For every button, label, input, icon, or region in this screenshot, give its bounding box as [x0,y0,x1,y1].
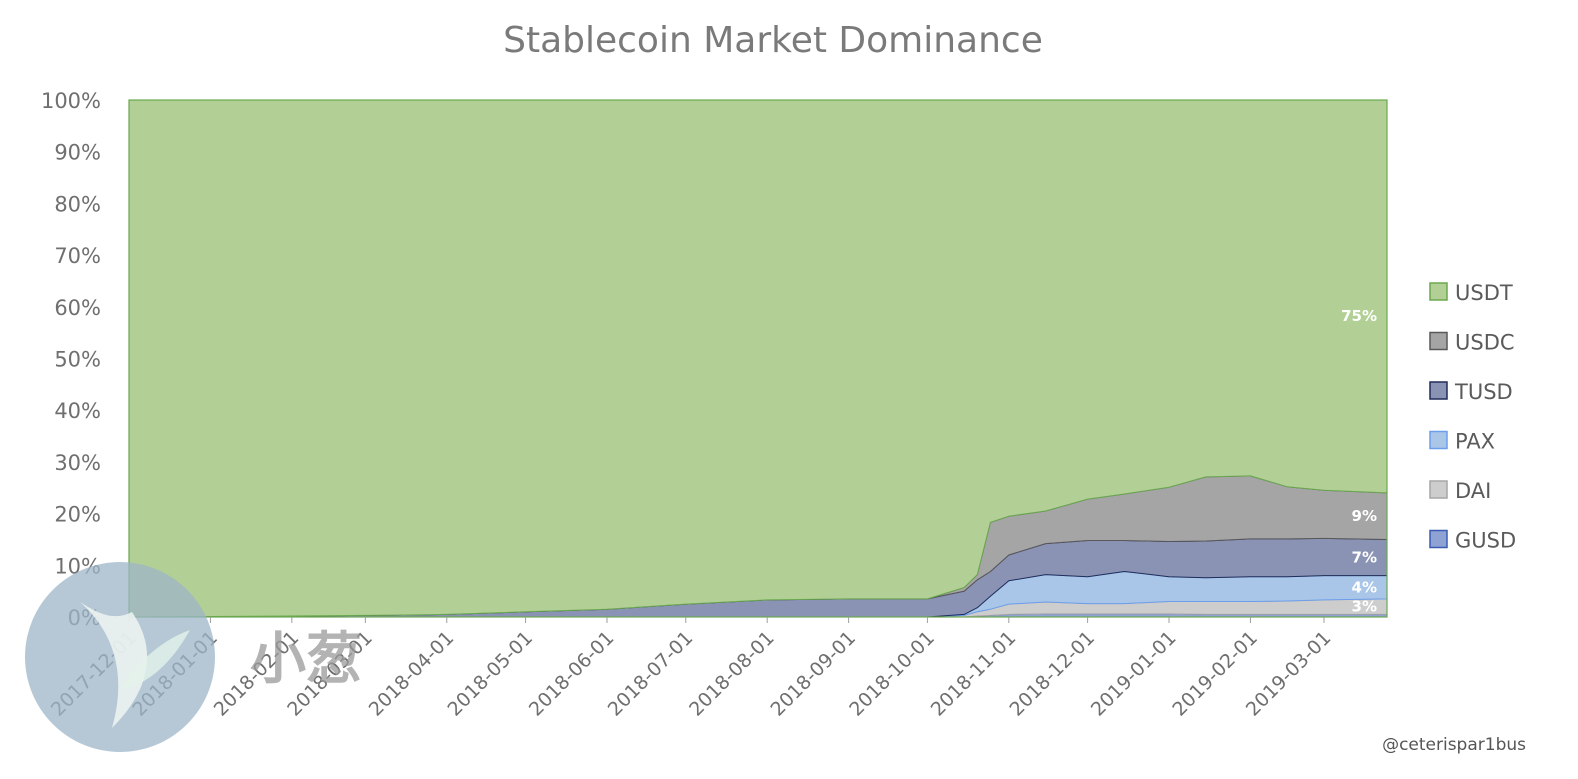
data-label-usdc: 9% [1352,507,1377,525]
y-tick-label: 50% [54,348,101,372]
data-label-usdt: 75% [1341,307,1377,325]
data-label-pax: 4% [1352,578,1377,596]
data-labels: 75% 9% 7% 4% 3% [1341,307,1377,616]
x-tick-label: 2018-08-01 [685,627,779,721]
legend-label-tusd: TUSD [1454,380,1513,404]
legend-label-gusd: GUSD [1455,529,1516,553]
y-tick-label: 60% [54,296,101,320]
legend-label-usdc: USDC [1455,331,1515,355]
x-tick-label: 2018-07-01 [604,627,698,721]
plot-border [128,99,1388,618]
x-tick-label: 2018-10-01 [845,627,939,721]
legend-swatch-gusd [1429,529,1448,549]
y-tick-label: 20% [54,503,101,527]
legend-swatch-pax [1429,430,1448,450]
y-tick-label: 70% [54,244,101,268]
y-tick-label: 100% [41,89,101,113]
y-tick-label: 80% [54,192,101,216]
watermark-text: 小葱 [250,627,362,692]
watermark-leaf-icon-2 [118,630,190,690]
data-label-tusd: 7% [1352,549,1377,567]
legend-swatch-dai [1429,480,1448,499]
x-axis-ticks: 2017-12-012018-01-012018-02-012018-03-01… [47,617,1336,721]
y-tick-label: 90% [54,141,101,165]
credit-text: @ceterispar1bus [1382,735,1526,755]
watermark-leaf-icon [80,602,148,728]
watermark-logo: 小葱 [25,562,362,752]
legend-swatch-tusd [1429,381,1448,400]
chart-title: Stablecoin Market Dominance [503,20,1043,61]
plot-areas [128,99,1388,618]
legend: USDT USDC TUSD PAX DAI GUSD [1429,281,1516,553]
y-tick-label: 30% [54,451,101,475]
legend-swatch-usdt [1429,282,1448,301]
legend-label-usdt: USDT [1455,281,1513,305]
legend-label-dai: DAI [1455,479,1491,503]
y-axis-ticks: 0%10%20%30%40%50%60%70%80%90%100% [41,89,101,630]
x-tick-label: 2018-12-01 [1006,627,1100,721]
x-tick-label: 2018-05-01 [443,627,537,721]
data-label-dai: 3% [1352,598,1377,616]
legend-label-pax: PAX [1455,430,1495,454]
y-tick-label: 40% [54,399,101,423]
x-tick-label: 2019-01-01 [1087,627,1181,721]
legend-swatch-usdc [1429,331,1448,351]
